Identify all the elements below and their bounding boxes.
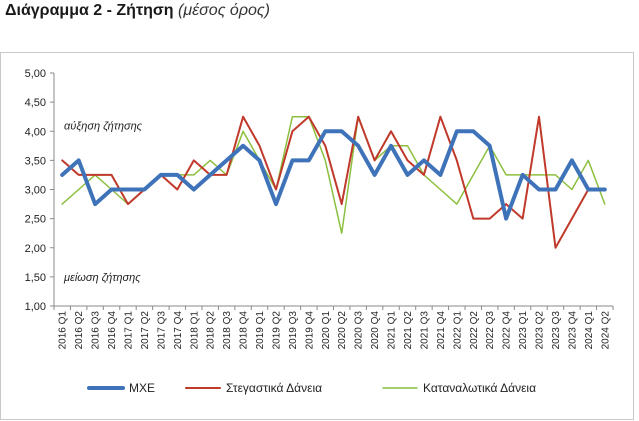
x-tick-label: 2022 Q4 [502,311,513,350]
x-tick-label: 2023 Q4 [567,311,578,350]
chart-title: Διάγραμμα 2 - Ζήτηση (μέσος όρος) [5,2,270,20]
x-tick-label: 2020 Q3 [354,311,365,350]
y-tick-label: 5,00 [25,68,46,80]
x-tick-label: 2023 Q2 [535,311,546,350]
series-line [61,115,606,249]
x-tick-label: 2019 Q3 [288,311,299,350]
y-tick-label: 1,50 [25,272,46,284]
y-tick-label: 3,00 [25,185,46,197]
chart-series-group [60,115,607,249]
y-tick-label: 3,50 [25,155,46,167]
y-tick-label: 2,50 [25,214,46,226]
x-tick-label: 2016 Q2 [74,311,85,350]
x-tick-label: 2021 Q4 [436,311,447,350]
y-tick-label: 2,00 [25,243,46,255]
y-tick-label: 4,50 [25,97,46,109]
chart-title-subtitle: (μέσος όρος) [178,2,270,19]
x-tick-label: 2018 Q3 [222,311,233,350]
chart-axes: 1,00 1,50 2,00 2,50 3,00 3,50 4,00 4,50 5,00 2016… [25,68,614,350]
x-tick-label: 2019 Q1 [255,311,266,350]
chart-annotations: αύξηση ζήτησης μείωση ζήτησης [63,120,143,283]
x-tick-label: 2017 Q3 [156,311,167,350]
y-tick-label: 4,00 [25,126,46,138]
x-tick-label: 2016 Q3 [91,311,102,350]
x-tick-label: 2017 Q4 [173,311,184,350]
x-tick-label: 2024 Q2 [600,311,611,350]
x-tick-label: 2022 Q3 [485,311,496,350]
line-chart: 1,00 1,50 2,00 2,50 3,00 3,50 4,00 4,50 5,00 2016… [25,68,614,395]
x-tick-label: 2020 Q1 [321,311,332,350]
x-tick-label: 2019 Q4 [304,311,315,350]
x-tick-label: 2021 Q3 [419,311,430,350]
x-tick-label: 2020 Q2 [337,311,348,350]
series-line [60,129,607,221]
x-tick-label: 2023 Q1 [518,311,529,350]
x-tick-label: 2020 Q4 [370,311,381,350]
x-tick-label: 2022 Q2 [469,311,480,350]
x-tick-label: 2017 Q2 [140,311,151,350]
x-tick-label: 2023 Q3 [551,311,562,350]
legend-label: Στεγαστικά Δάνεια [226,381,322,395]
chart-annotation: αύξηση ζήτησης [64,120,143,132]
chart-annotation: μείωση ζήτησης [63,272,141,284]
chart-legend: ΜΧΕ Στεγαστικά Δάνεια Καταναλωτικά Δάνεια [87,381,536,395]
x-tick-label: 2017 Q1 [123,311,134,350]
x-tick-label: 2016 Q1 [58,311,69,350]
x-tick-label: 2021 Q1 [387,311,398,350]
chart-frame: 1,00 1,50 2,00 2,50 3,00 3,50 4,00 4,50 5,00 2016… [0,52,634,420]
x-tick-label: 2018 Q2 [206,311,217,350]
x-tick-label: 2019 Q2 [271,311,282,350]
x-tick-label: 2021 Q2 [403,311,414,350]
x-tick-label: 2016 Q4 [107,311,118,350]
legend-label: Καταναλωτικά Δάνεια [423,381,536,395]
legend-label: ΜΧΕ [129,381,155,395]
y-tick-label: 1,00 [25,301,46,313]
x-tick-label: 2022 Q1 [452,311,463,350]
x-tick-label: 2018 Q4 [239,311,250,350]
chart-title-main: Διάγραμμα 2 - Ζήτηση [5,2,174,19]
x-tick-label: 2018 Q1 [189,311,200,350]
x-tick-label: 2024 Q1 [584,311,595,350]
